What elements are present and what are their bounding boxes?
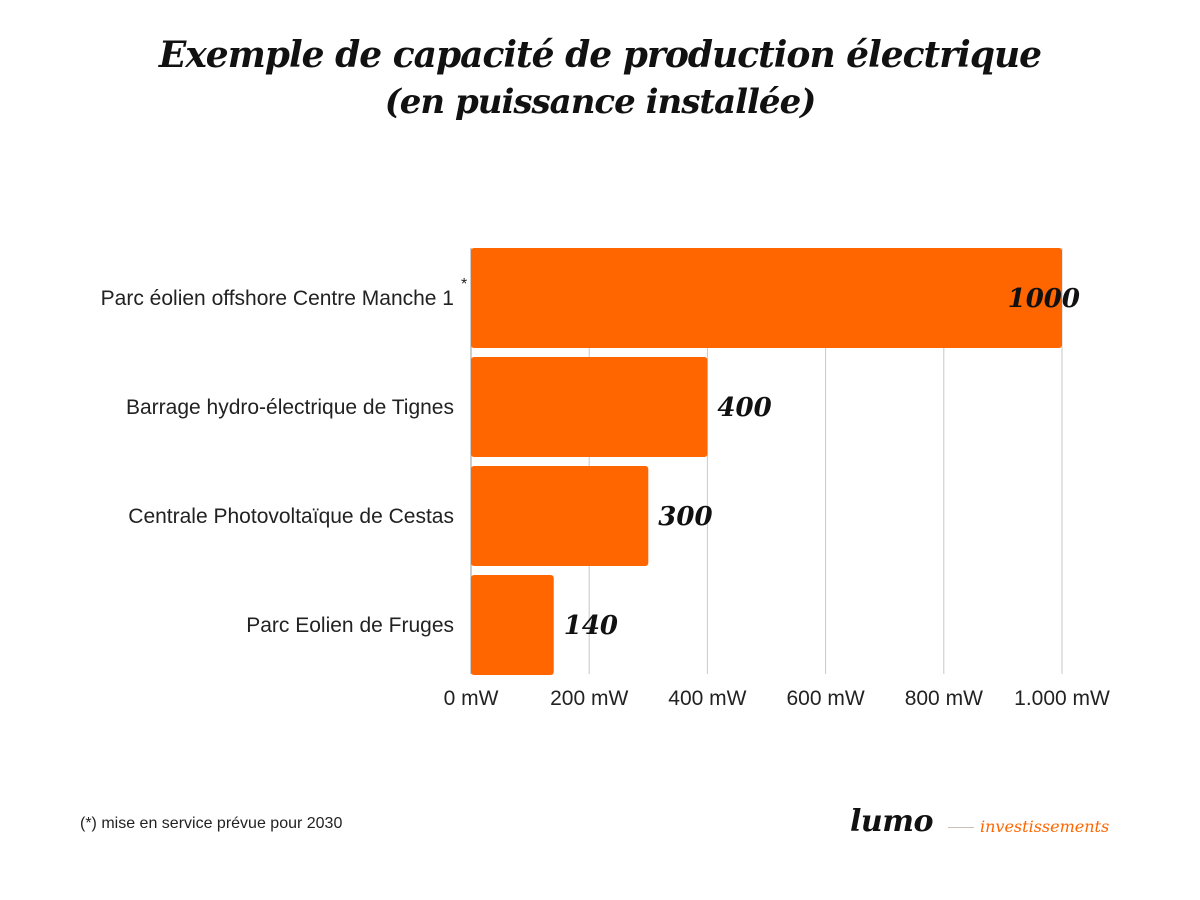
- chart-title: Exemple de capacité de production électr…: [158, 34, 1042, 76]
- category-label: Centrale Photovoltaïque de Cestas: [128, 505, 454, 528]
- data-label: 400: [717, 393, 771, 423]
- bar-chart: Parc éolien offshore Centre Manche 1 * 100…: [101, 248, 1110, 710]
- x-tick-label: 0 mW: [444, 687, 499, 710]
- brand-logo: lumo investissements: [850, 804, 1120, 844]
- footnote-marker: *: [461, 276, 467, 293]
- category-label: Barrage hydro-électrique de Tignes: [126, 396, 454, 419]
- x-tick-label: 400 mW: [668, 687, 746, 710]
- x-tick-label: 600 mW: [787, 687, 865, 710]
- x-tick-label: 1.000 mW: [1014, 687, 1110, 710]
- chart-subtitle: (en puissance installée): [384, 82, 817, 122]
- logo-wordmark: lumo: [850, 804, 933, 839]
- bar: [471, 466, 649, 566]
- x-tick-label: 200 mW: [550, 687, 628, 710]
- bar: [471, 575, 554, 675]
- category-label: Parc éolien offshore Centre Manche 1: [101, 287, 454, 310]
- category-label: Parc Eolien de Fruges: [246, 614, 454, 637]
- logo-divider: [948, 827, 974, 828]
- x-tick-label: 800 mW: [905, 687, 983, 710]
- data-label: 1000: [1008, 284, 1080, 314]
- bar: [471, 248, 1062, 348]
- logo-tagline: investissements: [980, 817, 1110, 836]
- footnote: (*) mise en service prévue pour 2030: [80, 815, 343, 832]
- data-label: 140: [564, 611, 618, 641]
- data-label: 300: [658, 502, 712, 532]
- bar: [471, 357, 708, 457]
